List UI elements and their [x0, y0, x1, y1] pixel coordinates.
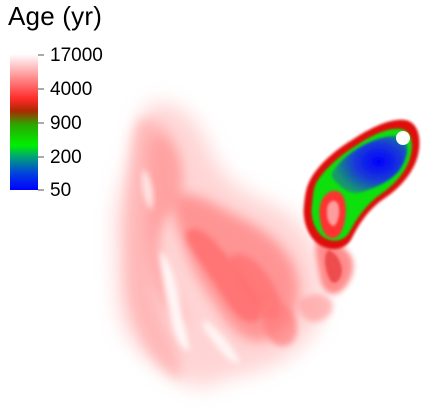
colorbar-tick-label: 900 — [50, 113, 82, 134]
source-marker — [396, 131, 410, 145]
colorbar-gradient — [10, 54, 38, 190]
colorbar-tick-label: 50 — [50, 180, 72, 201]
colorbar-title: Age (yr) — [8, 1, 103, 31]
old-gas-cloud — [114, 102, 325, 388]
colorbar-tick-label: 200 — [50, 147, 82, 168]
young-clump — [303, 119, 420, 250]
young-outflow-tail — [298, 237, 354, 322]
colorbar-tick-label: 4000 — [50, 79, 93, 100]
colorbar — [10, 54, 44, 191]
colorbar-tick-label: 17000 — [50, 45, 103, 66]
